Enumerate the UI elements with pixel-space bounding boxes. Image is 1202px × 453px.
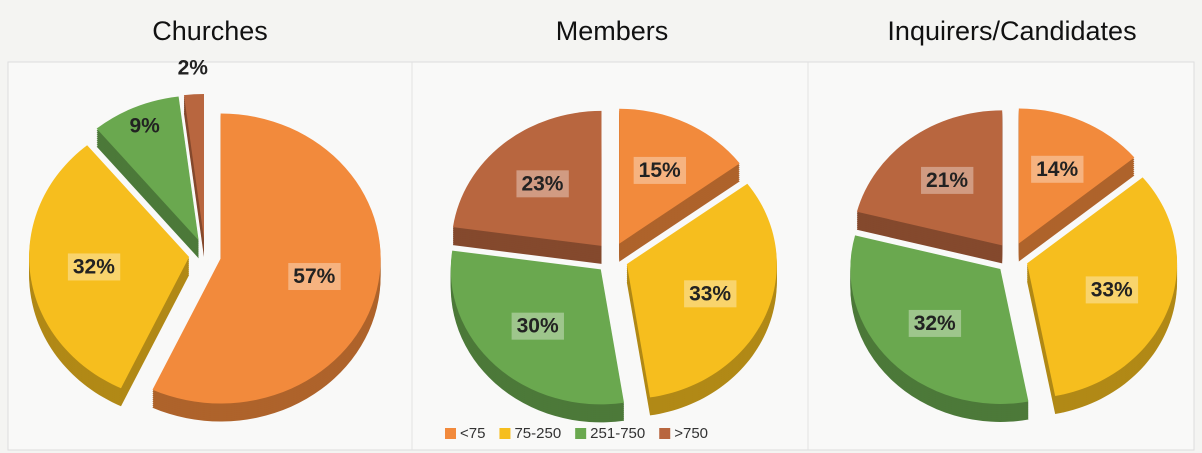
pie-slice <box>1018 108 1135 244</box>
value-label: 23% <box>521 172 563 195</box>
value-label: 32% <box>73 255 115 278</box>
pie-slice <box>856 110 1003 246</box>
legend-swatch <box>575 428 587 439</box>
pie-slice <box>619 108 740 244</box>
legend-label: 251-750 <box>590 425 645 442</box>
pie-slice <box>29 145 190 389</box>
legend-swatch <box>659 428 671 439</box>
value-label: 21% <box>926 169 968 192</box>
chart-title: Churches <box>152 16 268 46</box>
value-label: 32% <box>914 312 956 335</box>
pie-slice <box>1027 177 1178 397</box>
label-box <box>921 166 974 194</box>
label-box <box>684 280 737 308</box>
label-box <box>633 156 687 184</box>
value-label: 9% <box>129 115 160 138</box>
legend-label: 75-250 <box>514 425 561 442</box>
pie-slice <box>850 235 1029 404</box>
label-box <box>67 253 121 281</box>
label-box <box>516 170 569 198</box>
pie-slice <box>152 113 381 404</box>
pie-slice <box>452 110 602 246</box>
chart-title: Inquirers/Candidates <box>887 16 1136 46</box>
label-box <box>1085 276 1139 304</box>
value-label: 33% <box>1091 278 1133 301</box>
chart-title: Members <box>556 16 669 46</box>
value-label: 33% <box>689 282 731 305</box>
pie-slice <box>626 183 777 398</box>
pie-slice <box>183 94 204 240</box>
value-label: 2% <box>178 56 209 79</box>
legend-label: <75 <box>460 425 485 442</box>
value-label: 15% <box>639 159 681 182</box>
legend-swatch <box>445 428 456 439</box>
pie-slice <box>450 250 625 405</box>
value-label: 14% <box>1036 158 1078 181</box>
legend-label: >750 <box>674 425 708 442</box>
pie-slice <box>96 96 199 241</box>
value-label: 30% <box>517 315 559 338</box>
label-box <box>908 309 962 337</box>
label-box <box>1031 155 1084 183</box>
legend-swatch <box>499 428 511 439</box>
label-box <box>288 263 341 291</box>
value-label: 57% <box>293 265 335 288</box>
label-box <box>511 312 564 340</box>
